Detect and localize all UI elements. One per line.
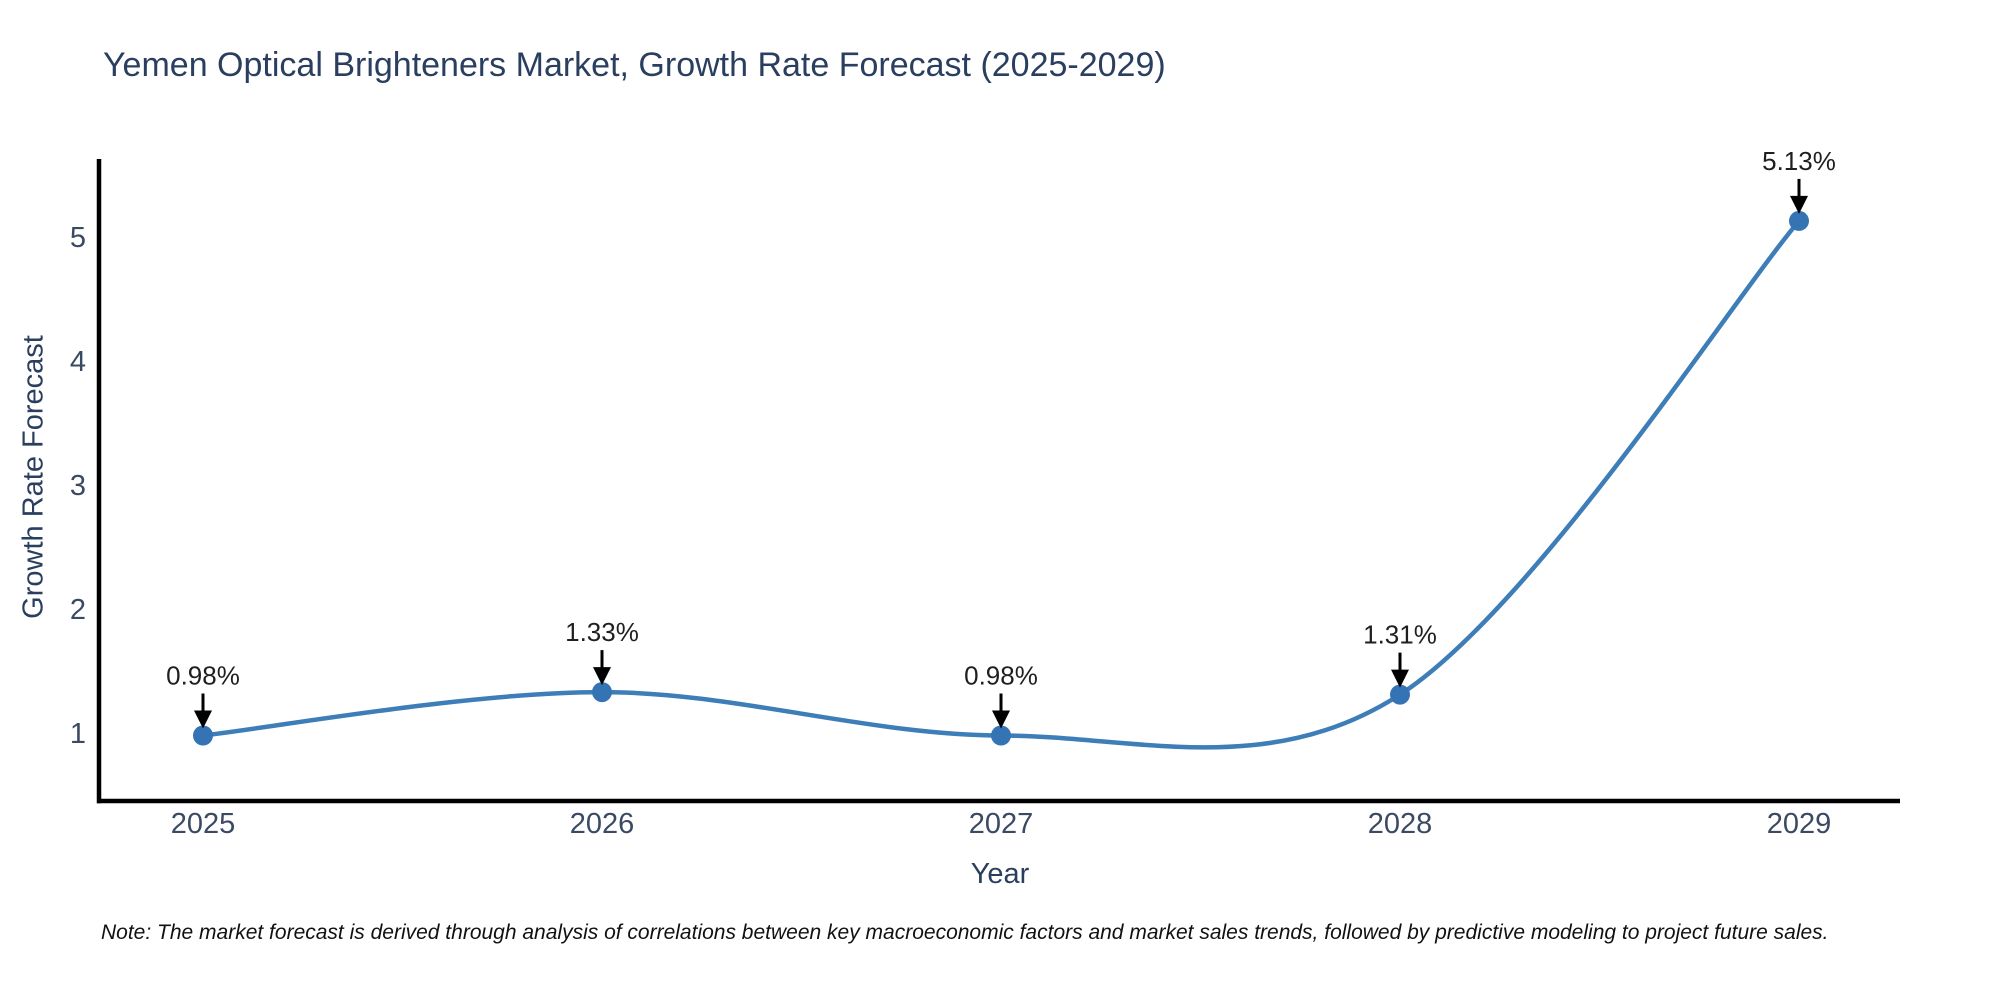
x-tick-label: 2027 xyxy=(969,808,1034,840)
y-axis-title: Growth Rate Forecast xyxy=(17,335,50,619)
data-point-label: 1.33% xyxy=(565,617,639,647)
y-tick-label: 5 xyxy=(70,222,86,254)
annotation-arrowhead-icon xyxy=(593,667,611,686)
data-point-label: 0.98% xyxy=(166,661,240,691)
x-tick-label: 2028 xyxy=(1368,808,1433,840)
annotation-arrowhead-icon xyxy=(194,710,212,729)
annotation-arrowhead-icon xyxy=(1391,669,1409,688)
y-tick-label: 4 xyxy=(70,346,86,378)
y-tick-label: 1 xyxy=(70,718,86,750)
data-point-marker xyxy=(991,725,1011,746)
x-tick-label: 2029 xyxy=(1767,808,1832,840)
annotation-arrowhead-icon xyxy=(1790,195,1808,214)
x-tick-label: 2025 xyxy=(171,808,236,840)
x-tick-label: 2026 xyxy=(570,808,635,840)
data-point-marker xyxy=(1390,684,1410,705)
y-tick-label: 3 xyxy=(70,470,86,502)
chart-title: Yemen Optical Brighteners Market, Growth… xyxy=(103,46,1166,84)
data-point-marker xyxy=(1789,210,1809,231)
forecast-line xyxy=(200,218,1802,750)
data-point-label: 5.13% xyxy=(1762,146,1836,176)
y-tick-label: 2 xyxy=(70,594,86,626)
footnote: Note: The market forecast is derived thr… xyxy=(101,921,1829,944)
data-point-marker xyxy=(592,682,612,703)
data-point-marker xyxy=(193,725,213,746)
data-point-label: 1.31% xyxy=(1363,620,1437,650)
x-axis-title: Year xyxy=(970,858,1030,890)
annotation-arrowhead-icon xyxy=(992,710,1010,729)
data-point-label: 0.98% xyxy=(964,661,1038,691)
